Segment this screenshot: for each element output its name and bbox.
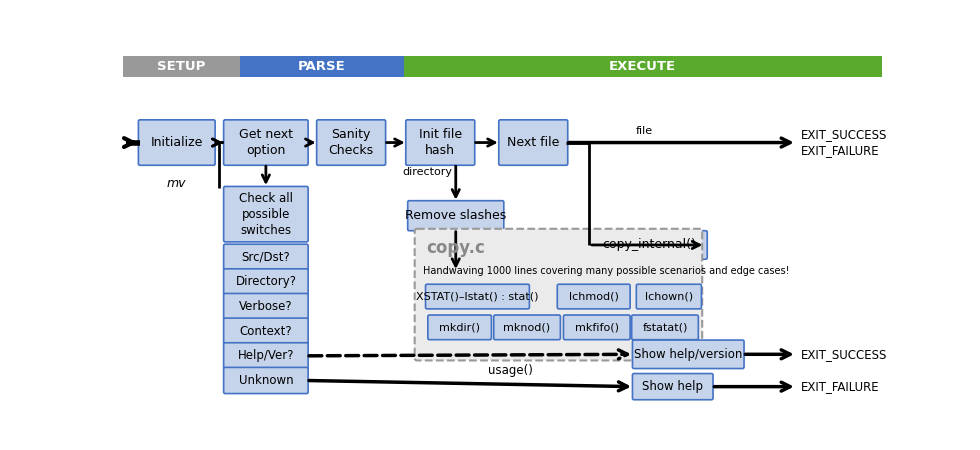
Text: Src/Dst?: Src/Dst? — [241, 251, 290, 264]
Text: Show help/version: Show help/version — [634, 348, 743, 361]
FancyBboxPatch shape — [317, 120, 385, 165]
Text: PARSE: PARSE — [298, 60, 346, 73]
Text: Handwaving 1000 lines covering many possible scenarios and edge cases!: Handwaving 1000 lines covering many poss… — [423, 266, 790, 276]
Text: Sanity
Checks: Sanity Checks — [328, 128, 373, 157]
Text: lchown(): lchown() — [645, 292, 693, 302]
Text: mkdir(): mkdir() — [439, 322, 480, 333]
FancyBboxPatch shape — [499, 120, 567, 165]
Text: Init file
hash: Init file hash — [418, 128, 462, 157]
FancyBboxPatch shape — [425, 284, 529, 309]
Text: copy_internal(): copy_internal() — [603, 238, 697, 252]
Text: mkfifo(): mkfifo() — [575, 322, 618, 333]
Text: Show help: Show help — [642, 380, 704, 393]
FancyBboxPatch shape — [223, 367, 308, 394]
Text: lchmod(): lchmod() — [568, 292, 618, 302]
Text: Help/Ver?: Help/Ver? — [237, 349, 294, 362]
FancyBboxPatch shape — [632, 374, 713, 400]
Text: Initialize: Initialize — [151, 136, 203, 149]
Text: fstatat(): fstatat() — [642, 322, 688, 333]
Bar — [122, 55, 240, 77]
Text: directory: directory — [402, 167, 452, 177]
FancyBboxPatch shape — [406, 120, 474, 165]
FancyBboxPatch shape — [223, 186, 308, 242]
FancyBboxPatch shape — [558, 284, 630, 309]
FancyBboxPatch shape — [494, 315, 561, 340]
FancyBboxPatch shape — [632, 315, 699, 340]
FancyBboxPatch shape — [223, 293, 308, 320]
Bar — [240, 55, 404, 77]
Text: EXECUTE: EXECUTE — [610, 60, 676, 73]
FancyBboxPatch shape — [408, 201, 504, 231]
Bar — [404, 55, 882, 77]
FancyBboxPatch shape — [223, 244, 308, 270]
Text: Get next
option: Get next option — [239, 128, 293, 157]
Text: Unknown: Unknown — [238, 374, 293, 387]
Text: mknod(): mknod() — [504, 322, 551, 333]
FancyBboxPatch shape — [632, 340, 744, 369]
FancyBboxPatch shape — [564, 315, 630, 340]
Text: EXIT_SUCCESS: EXIT_SUCCESS — [801, 128, 887, 141]
Text: EXIT_SUCCESS: EXIT_SUCCESS — [801, 348, 887, 361]
Text: Verbose?: Verbose? — [239, 300, 293, 313]
FancyBboxPatch shape — [223, 269, 308, 295]
FancyBboxPatch shape — [415, 229, 703, 360]
Text: mv: mv — [167, 177, 186, 190]
FancyBboxPatch shape — [223, 120, 308, 165]
FancyBboxPatch shape — [223, 318, 308, 344]
FancyBboxPatch shape — [592, 231, 708, 259]
Text: copy.c: copy.c — [426, 239, 485, 257]
Text: Check all
possible
switches: Check all possible switches — [239, 192, 293, 237]
Text: Remove slashes: Remove slashes — [405, 209, 507, 222]
Text: EXIT_FAILURE: EXIT_FAILURE — [801, 380, 879, 393]
Text: Directory?: Directory? — [235, 275, 296, 288]
Text: XSTAT()–lstat() : stat(): XSTAT()–lstat() : stat() — [416, 292, 539, 302]
Text: SETUP: SETUP — [157, 60, 206, 73]
Text: EXIT_FAILURE: EXIT_FAILURE — [801, 144, 879, 157]
FancyBboxPatch shape — [428, 315, 491, 340]
Text: file: file — [636, 126, 653, 136]
Text: usage(): usage() — [488, 364, 532, 378]
FancyBboxPatch shape — [636, 284, 702, 309]
FancyBboxPatch shape — [138, 120, 216, 165]
Text: Next file: Next file — [507, 136, 560, 149]
FancyBboxPatch shape — [223, 343, 308, 369]
Text: Context?: Context? — [239, 325, 292, 338]
